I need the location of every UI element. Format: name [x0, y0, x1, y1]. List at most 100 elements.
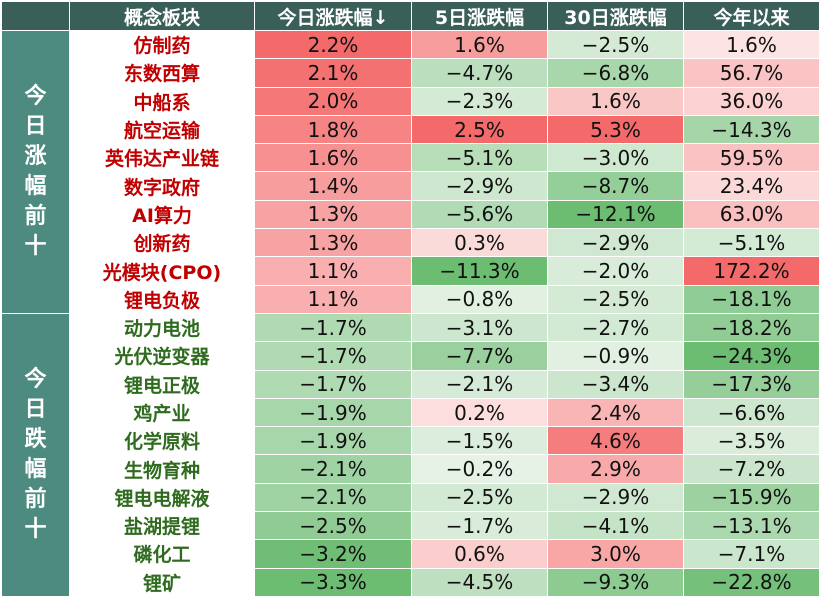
sector-name-cell: 鸡产业 — [69, 397, 255, 428]
value-cell-ytd: −7.1% — [683, 539, 820, 569]
value-cell-today: −2.1% — [254, 482, 412, 513]
sector-name-cell: 锂电正极 — [69, 369, 255, 399]
value-cell-ytd: −22.8% — [683, 567, 820, 597]
value-cell-5d: −4.7% — [411, 58, 548, 88]
table-row[interactable]: 锂电电解液 −2.1% −2.5% −2.9% −15.9% — [2, 482, 820, 513]
value-cell-30d: 1.6% — [547, 86, 684, 116]
value-cell-5d: 1.6% — [411, 29, 548, 60]
table-row[interactable]: 生物育种 −2.1% −0.2% 2.9% −7.2% — [2, 454, 820, 484]
group-label: 今日跌幅前十 — [1, 312, 70, 597]
table-row[interactable]: 航空运输 1.8% 2.5% 5.3% −14.3% — [2, 114, 820, 145]
sector-name-cell: 东数西算 — [69, 58, 255, 88]
value-cell-5d: −2.5% — [411, 482, 548, 513]
value-cell-ytd: 56.7% — [683, 58, 820, 88]
value-cell-5d: −4.5% — [411, 567, 548, 597]
value-cell-today: 1.3% — [254, 228, 412, 258]
value-cell-today: −2.1% — [254, 454, 412, 484]
sector-name-cell: 光模块(CPO) — [69, 256, 255, 286]
value-cell-ytd: −18.2% — [683, 312, 820, 343]
sector-name-cell: 数字政府 — [69, 171, 255, 201]
sector-name-cell: 锂矿 — [69, 567, 255, 597]
table-row[interactable]: 锂电正极 −1.7% −2.1% −3.4% −17.3% — [2, 369, 820, 399]
value-cell-today: 2.2% — [254, 29, 412, 60]
header-corner — [1, 1, 70, 31]
sector-name-cell: 中船系 — [69, 86, 255, 116]
value-cell-today: 2.0% — [254, 86, 412, 116]
header-today-change[interactable]: 今日涨跌幅↓ — [254, 1, 412, 31]
value-cell-30d: −6.8% — [547, 58, 684, 88]
header-30d-change[interactable]: 30日涨跌幅 — [547, 1, 684, 31]
sector-name-cell: 动力电池 — [69, 312, 255, 343]
sector-performance-table: 概念板块 今日涨跌幅↓ 5日涨跌幅 30日涨跌幅 今年以来 今日涨幅前十仿制药 2… — [1, 1, 820, 597]
table-body: 今日涨幅前十仿制药 2.2% 1.6% −2.5% 1.6% 东数西算 2.1% −4.7% −… — [1, 29, 820, 597]
sector-name-cell: AI算力 — [69, 199, 255, 230]
value-cell-ytd: 36.0% — [683, 86, 820, 116]
value-cell-30d: −0.9% — [547, 341, 684, 371]
table-row[interactable]: 鸡产业 −1.9% 0.2% 2.4% −6.6% — [2, 397, 820, 428]
value-cell-ytd: −17.3% — [683, 369, 820, 399]
value-cell-today: 1.3% — [254, 199, 412, 230]
value-cell-30d: −9.3% — [547, 567, 684, 597]
table-row[interactable]: 数字政府 1.4% −2.9% −8.7% 23.4% — [2, 171, 820, 201]
table-row[interactable]: AI算力 1.3% −5.6% −12.1% 63.0% — [2, 199, 820, 230]
sector-name-cell: 英伟达产业链 — [69, 143, 255, 173]
table-row[interactable]: 英伟达产业链 1.6% −5.1% −3.0% 59.5% — [2, 143, 820, 173]
header-sector[interactable]: 概念板块 — [69, 1, 255, 31]
table-row[interactable]: 盐湖提锂 −2.5% −1.7% −4.1% −13.1% — [2, 511, 820, 541]
table-row[interactable]: 今日涨幅前十仿制药 2.2% 1.6% −2.5% 1.6% — [1, 29, 820, 314]
sector-name-cell: 化学原料 — [69, 426, 255, 456]
sector-name-cell: 锂电电解液 — [69, 482, 255, 513]
value-cell-5d: 2.5% — [411, 114, 548, 145]
sector-name-cell: 磷化工 — [69, 539, 255, 569]
table-row[interactable]: 东数西算 2.1% −4.7% −6.8% 56.7% — [2, 58, 820, 88]
value-cell-30d: 3.0% — [547, 539, 684, 569]
value-cell-today: 1.8% — [254, 114, 412, 145]
sector-name-cell: 盐湖提锂 — [69, 511, 255, 541]
value-cell-30d: −12.1% — [547, 199, 684, 230]
header-row: 概念板块 今日涨跌幅↓ 5日涨跌幅 30日涨跌幅 今年以来 — [1, 1, 820, 31]
value-cell-ytd: −7.2% — [683, 454, 820, 484]
value-cell-ytd: −13.1% — [683, 511, 820, 541]
value-cell-30d: 2.9% — [547, 454, 684, 484]
value-cell-30d: −2.9% — [547, 482, 684, 513]
table-row[interactable]: 光模块(CPO) 1.1% −11.3% −2.0% 172.2% — [2, 256, 820, 286]
value-cell-5d: −7.7% — [411, 341, 548, 371]
table-row[interactable]: 创新药 1.3% 0.3% −2.9% −5.1% — [2, 228, 820, 258]
value-cell-today: 1.6% — [254, 143, 412, 173]
value-cell-today: 2.1% — [254, 58, 412, 88]
value-cell-30d: 4.6% — [547, 426, 684, 456]
value-cell-5d: −1.7% — [411, 511, 548, 541]
table-row[interactable]: 磷化工 −3.2% 0.6% 3.0% −7.1% — [2, 539, 820, 569]
value-cell-today: 1.1% — [254, 256, 412, 286]
value-cell-5d: −5.1% — [411, 143, 548, 173]
table-row[interactable]: 今日跌幅前十动力电池 −1.7% −3.1% −2.7% −18.2% — [1, 312, 820, 597]
value-cell-30d: −2.7% — [547, 312, 684, 343]
header-5d-change[interactable]: 5日涨跌幅 — [411, 1, 548, 31]
value-cell-today: −1.9% — [254, 426, 412, 456]
value-cell-30d: 5.3% — [547, 114, 684, 145]
table-row[interactable]: 锂矿 −3.3% −4.5% −9.3% −22.8% — [2, 567, 820, 597]
group-label: 今日涨幅前十 — [1, 30, 70, 314]
value-cell-today: 1.4% — [254, 171, 412, 201]
value-cell-today: −1.9% — [254, 397, 412, 428]
value-cell-5d: −0.2% — [411, 454, 548, 484]
value-cell-ytd: 172.2% — [683, 256, 820, 286]
header-ytd-change[interactable]: 今年以来 — [683, 1, 820, 31]
value-cell-ytd: 59.5% — [683, 143, 820, 173]
value-cell-today: −2.5% — [254, 511, 412, 541]
table-row[interactable]: 化学原料 −1.9% −1.5% 4.6% −3.5% — [2, 426, 820, 456]
value-cell-ytd: 63.0% — [683, 199, 820, 230]
value-cell-ytd: 23.4% — [683, 171, 820, 201]
table-row[interactable]: 光伏逆变器 −1.7% −7.7% −0.9% −24.3% — [2, 341, 820, 371]
table-row[interactable]: 锂电负极 1.1% −0.8% −2.5% −18.1% — [2, 284, 820, 314]
value-cell-5d: 0.6% — [411, 539, 548, 569]
value-cell-today: −3.2% — [254, 539, 412, 569]
sector-name-cell: 锂电负极 — [69, 284, 255, 314]
sector-name-cell: 创新药 — [69, 228, 255, 258]
value-cell-ytd: −15.9% — [683, 482, 820, 513]
value-cell-5d: −0.8% — [411, 284, 548, 314]
value-cell-today: −1.7% — [254, 369, 412, 399]
value-cell-5d: −5.6% — [411, 199, 548, 230]
table-row[interactable]: 中船系 2.0% −2.3% 1.6% 36.0% — [2, 86, 820, 116]
